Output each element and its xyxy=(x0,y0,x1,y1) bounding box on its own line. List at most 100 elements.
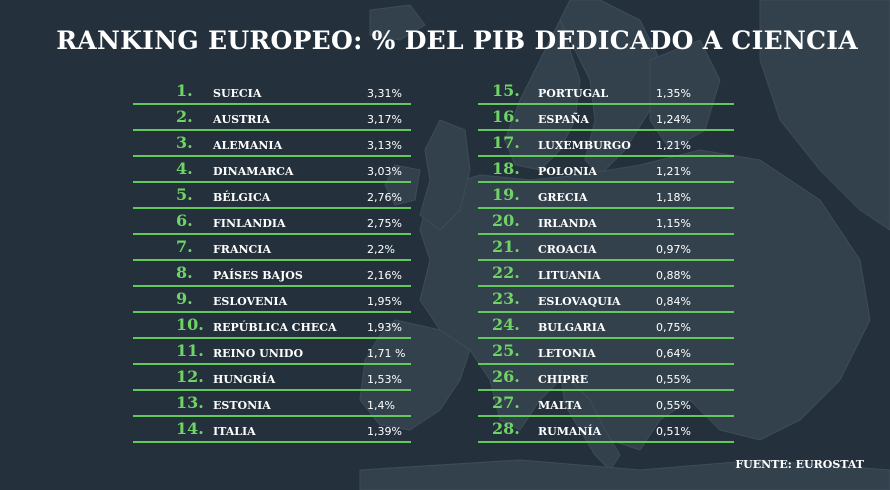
ranking-column-right: 15. PORTUGAL 1,35% 16. ESPAÑA 1,24% 17. LUXEMBU… xyxy=(478,79,734,443)
rank-number: 18. xyxy=(492,159,520,178)
pib-percentage: 0,88% xyxy=(656,269,691,282)
pib-percentage: 1,18% xyxy=(656,191,691,204)
country-name: LITUANIA xyxy=(538,269,601,282)
rank-number: 27. xyxy=(492,393,520,412)
country-name: FRANCIA xyxy=(213,243,271,256)
country-name: CHIPRE xyxy=(538,373,589,386)
pib-percentage: 1,21% xyxy=(656,165,691,178)
rank-number: 23. xyxy=(492,289,520,308)
ranking-column-left: 1. SUECIA 3,31% 2. AUSTRIA 3,17% 3. ALEMANIA 3,1… xyxy=(133,79,411,443)
country-name: ESLOVENIA xyxy=(213,295,288,308)
rank-number: 19. xyxy=(492,185,520,204)
rank-number: 9. xyxy=(176,289,193,308)
table-row: 11. REINO UNIDO 1,71 % xyxy=(133,339,411,365)
table-row: 25. LETONIA 0,64% xyxy=(478,339,734,365)
table-row: 3. ALEMANIA 3,13% xyxy=(133,131,411,157)
pib-percentage: 1,15% xyxy=(656,217,691,230)
pib-percentage: 1,21% xyxy=(656,139,691,152)
country-name: REINO UNIDO xyxy=(213,347,304,360)
country-name: BULGARIA xyxy=(538,321,606,334)
table-row: 22. LITUANIA 0,88% xyxy=(478,261,734,287)
country-name: AUSTRIA xyxy=(213,113,271,126)
pib-percentage: 0,84% xyxy=(656,295,691,308)
country-name: RUMANÍA xyxy=(538,425,602,438)
pib-percentage: 3,31% xyxy=(367,87,402,100)
country-name: GRECIA xyxy=(538,191,588,204)
country-name: LETONIA xyxy=(538,347,596,360)
pib-percentage: 1,53% xyxy=(367,373,402,386)
pib-percentage: 0,55% xyxy=(656,373,691,386)
table-row: 9. ESLOVENIA 1,95% xyxy=(133,287,411,313)
rank-number: 12. xyxy=(176,367,204,386)
country-name: DINAMARCA xyxy=(213,165,294,178)
rank-number: 17. xyxy=(492,133,520,152)
table-row: 27. MALTA 0,55% xyxy=(478,391,734,417)
pib-percentage: 0,75% xyxy=(656,321,691,334)
rank-number: 20. xyxy=(492,211,520,230)
table-row: 23. ESLOVAQUIA 0,84% xyxy=(478,287,734,313)
table-row: 14. ITALIA 1,39% xyxy=(133,417,411,443)
table-row: 20. IRLANDA 1,15% xyxy=(478,209,734,235)
table-row: 28. RUMANÍA 0,51% xyxy=(478,417,734,443)
table-row: 21. CROACIA 0,97% xyxy=(478,235,734,261)
rank-number: 14. xyxy=(176,419,204,438)
rank-number: 25. xyxy=(492,341,520,360)
country-name: POLONIA xyxy=(538,165,597,178)
rank-number: 1. xyxy=(176,81,193,100)
rank-number: 21. xyxy=(492,237,520,256)
rank-number: 26. xyxy=(492,367,520,386)
table-row: 26. CHIPRE 0,55% xyxy=(478,365,734,391)
page-title: RANKING EUROPEO: % DEL PIB DEDICADO A CI… xyxy=(56,26,858,55)
country-name: ESPAÑA xyxy=(538,113,589,126)
table-row: 7. FRANCIA 2,2% xyxy=(133,235,411,261)
pib-percentage: 0,97% xyxy=(656,243,691,256)
rank-number: 28. xyxy=(492,419,520,438)
country-name: HUNGRÍA xyxy=(213,373,276,386)
country-name: CROACIA xyxy=(538,243,597,256)
pib-percentage: 0,55% xyxy=(656,399,691,412)
pib-percentage: 3,03% xyxy=(367,165,402,178)
country-name: PORTUGAL xyxy=(538,87,609,100)
rank-number: 4. xyxy=(176,159,193,178)
table-row: 18. POLONIA 1,21% xyxy=(478,157,734,183)
rank-number: 5. xyxy=(176,185,193,204)
country-name: PAÍSES BAJOS xyxy=(213,269,303,282)
pib-percentage: 0,51% xyxy=(656,425,691,438)
rank-number: 8. xyxy=(176,263,193,282)
rank-number: 3. xyxy=(176,133,193,152)
pib-percentage: 1,95% xyxy=(367,295,402,308)
rank-number: 6. xyxy=(176,211,193,230)
pib-percentage: 3,17% xyxy=(367,113,402,126)
rank-number: 10. xyxy=(176,315,204,334)
table-row: 6. FINLANDIA 2,75% xyxy=(133,209,411,235)
rank-number: 7. xyxy=(176,237,193,256)
country-name: MALTA xyxy=(538,399,582,412)
table-row: 17. LUXEMBURGO 1,21% xyxy=(478,131,734,157)
table-row: 1. SUECIA 3,31% xyxy=(133,79,411,105)
pib-percentage: 2,2% xyxy=(367,243,395,256)
table-row: 8. PAÍSES BAJOS 2,16% xyxy=(133,261,411,287)
pib-percentage: 1,71 % xyxy=(367,347,406,360)
rank-number: 16. xyxy=(492,107,520,126)
pib-percentage: 0,64% xyxy=(656,347,691,360)
pib-percentage: 2,75% xyxy=(367,217,402,230)
table-row: 15. PORTUGAL 1,35% xyxy=(478,79,734,105)
pib-percentage: 2,76% xyxy=(367,191,402,204)
rank-number: 13. xyxy=(176,393,204,412)
country-name: ESTONIA xyxy=(213,399,271,412)
country-name: ESLOVAQUIA xyxy=(538,295,621,308)
country-name: FINLANDIA xyxy=(213,217,286,230)
table-row: 19. GRECIA 1,18% xyxy=(478,183,734,209)
pib-percentage: 1,93% xyxy=(367,321,402,334)
table-row: 24. BULGARIA 0,75% xyxy=(478,313,734,339)
table-row: 5. BÉLGICA 2,76% xyxy=(133,183,411,209)
source-note: FUENTE: EUROSTAT xyxy=(735,458,864,471)
rank-number: 15. xyxy=(492,81,520,100)
country-name: IRLANDA xyxy=(538,217,597,230)
table-row: 4. DINAMARCA 3,03% xyxy=(133,157,411,183)
pib-percentage: 1,35% xyxy=(656,87,691,100)
country-name: SUECIA xyxy=(213,87,262,100)
table-row: 2. AUSTRIA 3,17% xyxy=(133,105,411,131)
pib-percentage: 2,16% xyxy=(367,269,402,282)
